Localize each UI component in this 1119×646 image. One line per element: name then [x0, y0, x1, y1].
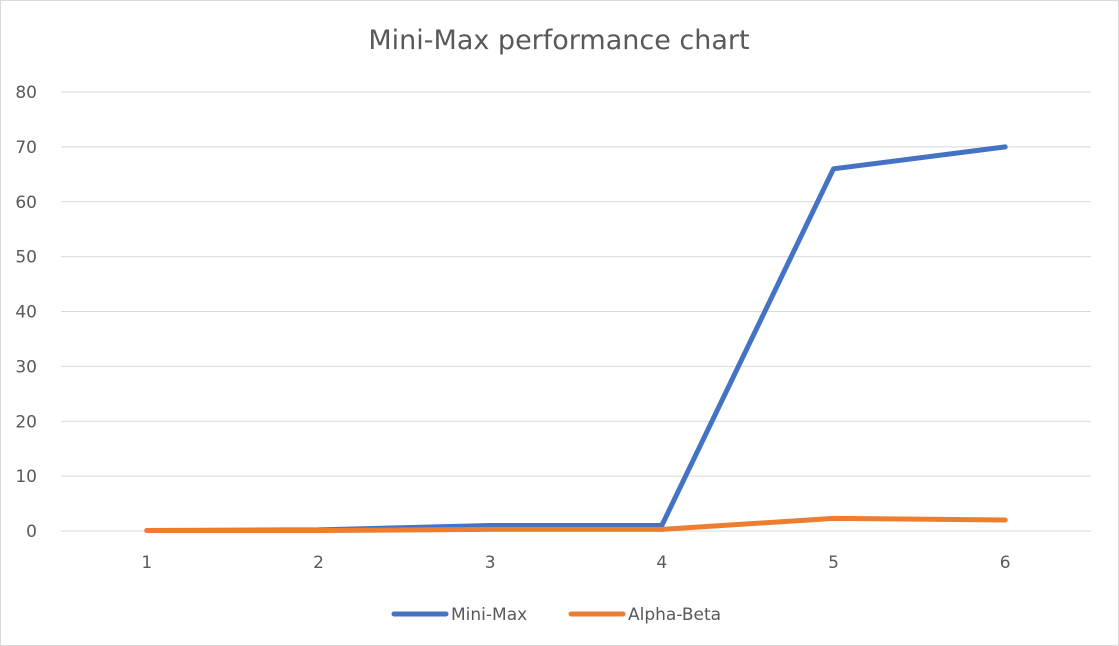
y-tick-label: 50: [15, 248, 37, 268]
y-tick-label: 30: [15, 357, 37, 377]
gridlines: [61, 91, 1091, 532]
x-tick-label: 1: [141, 553, 152, 573]
y-axis-tick-labels: 0 10 20 30 40 50 60 70 80: [15, 83, 37, 542]
series-line-mini-max: [144, 144, 1008, 533]
x-tick-label: 3: [485, 553, 496, 573]
legend-item-mini-max: Mini-Max: [391, 605, 527, 625]
series-lines: [144, 144, 1008, 533]
x-axis-tick-labels: 1 2 3 4 5 6: [141, 553, 1010, 573]
legend-label: Mini-Max: [451, 605, 527, 625]
legend-label: Alpha-Beta: [628, 605, 721, 625]
legend: Mini-Max Alpha-Beta: [391, 605, 721, 625]
chart-title: Mini-Max performance chart: [368, 25, 749, 56]
y-tick-label: 0: [26, 522, 37, 542]
series-line-alpha-beta: [144, 515, 1008, 533]
y-tick-label: 70: [15, 138, 37, 158]
y-tick-label: 60: [15, 193, 37, 213]
legend-item-alpha-beta: Alpha-Beta: [568, 605, 721, 625]
y-tick-label: 80: [15, 83, 37, 103]
x-tick-label: 6: [1000, 553, 1011, 573]
x-tick-label: 2: [313, 553, 324, 573]
y-tick-label: 10: [15, 467, 37, 487]
x-tick-label: 5: [828, 553, 839, 573]
x-tick-label: 4: [656, 553, 667, 573]
y-tick-label: 20: [15, 412, 37, 432]
y-tick-label: 40: [15, 303, 37, 323]
